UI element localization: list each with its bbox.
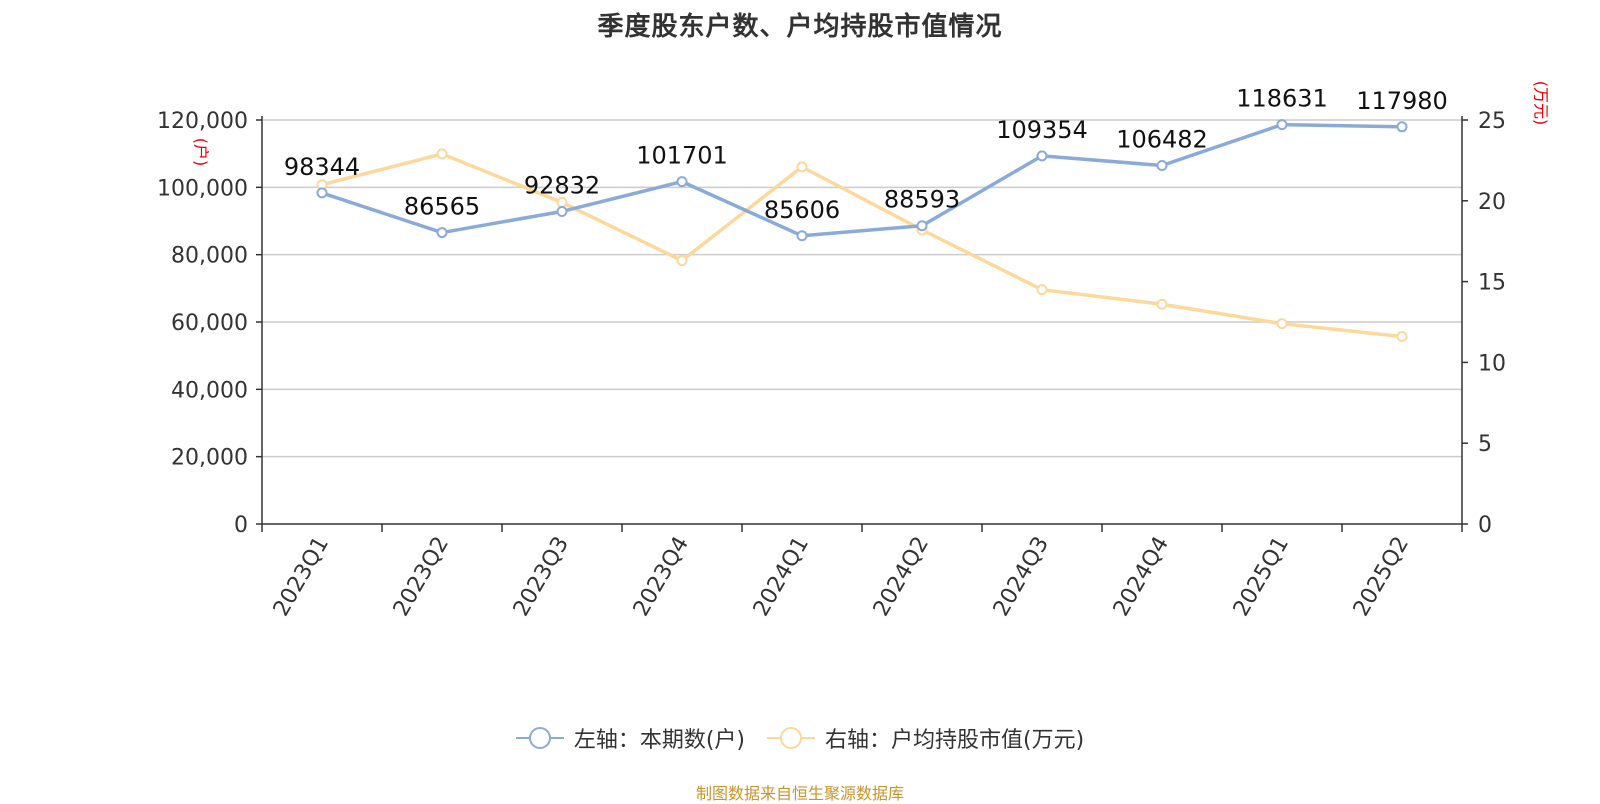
right-axis-tick-label: 5 [1478,432,1492,457]
data-point-holders [1036,150,1048,162]
data-point-holders [1396,121,1408,133]
data-point-avg-value [1036,284,1048,296]
x-axis-tick-label: 2025Q1 [1229,533,1294,621]
legend-holders-label: 左轴：本期数(户) [573,728,745,753]
x-axis-tick-label: 2024Q1 [749,533,814,621]
data-source-note: 制图数据来自恒生聚源数据库 [695,784,904,803]
data-point-holders [1156,160,1168,172]
data-point-avg-value [676,255,688,267]
data-point-holders [796,230,808,242]
series-line-avg-value [321,152,1403,339]
data-label-holders: 118631 [1236,85,1328,113]
legend-avg-value-icon [767,727,815,749]
left-axis-tick-label: 120,000 [157,109,248,134]
legend-holders-icon [515,727,564,749]
data-point-avg-value [796,161,808,173]
x-axis-tick-label: 2025Q2 [1349,533,1414,621]
data-point-holders [316,187,328,199]
data-label-holders: 86565 [404,193,480,221]
data-point-holders [556,205,568,217]
data-point-avg-value [436,148,448,160]
data-label-holders: 117980 [1356,87,1448,115]
legend-item-avg-value[interactable]: 右轴：户均持股市值(万元) [767,722,1084,754]
legend-avg-value-label: 右轴：户均持股市值(万元) [825,728,1085,753]
left-axis-tick-label: 80,000 [171,244,248,269]
data-point-holders [676,176,688,188]
data-label-holders: 101701 [636,142,728,170]
data-label-holders: 109354 [996,116,1088,144]
data-point-avg-value [1396,331,1408,343]
x-axis-tick-label: 2024Q2 [869,533,934,621]
x-axis-tick-label: 2024Q3 [989,533,1054,621]
data-point-avg-value [1276,318,1288,330]
x-axis-tick-label: 2023Q3 [509,533,574,621]
data-point-holders [436,227,448,239]
data-label-holders: 85606 [764,196,840,224]
x-axis-tick-label: 2023Q1 [269,533,334,621]
data-label-holders: 106482 [1116,126,1208,154]
series-line-holders [321,122,1403,238]
data-point-holders [916,220,928,232]
data-label-holders: 98344 [284,153,360,181]
data-label-holders: 92832 [524,171,600,199]
x-axis-tick-label: 2024Q4 [1109,533,1174,621]
x-axis-tick-label: 2023Q2 [389,533,454,621]
data-label-holders: 88593 [884,186,960,214]
left-axis-tick-label: 20,000 [171,446,248,471]
chart-legend: 左轴：本期数(户) 右轴：户均持股市值(万元) [0,722,1600,754]
left-axis-unit-label: (户) [192,138,211,167]
chart-title: 季度股东户数、户均持股市值情况 [597,12,1003,42]
right-axis-tick-label: 25 [1478,109,1506,134]
data-point-avg-value [1156,298,1168,310]
data-point-holders [1276,119,1288,131]
left-axis-tick-label: 0 [234,513,248,538]
x-axis-tick-label: 2023Q4 [629,533,694,621]
left-axis-tick-label: 60,000 [171,311,248,336]
left-axis-tick-label: 40,000 [171,378,248,403]
right-axis-tick-label: 20 [1478,190,1506,215]
right-axis-unit-label: (万元) [1532,81,1551,126]
legend-item-holders[interactable]: 左轴：本期数(户) [515,722,745,754]
right-axis-tick-label: 10 [1478,351,1506,376]
right-axis-tick-label: 15 [1478,271,1506,296]
right-axis-tick-label: 0 [1478,513,1492,538]
left-axis-tick-label: 100,000 [157,176,248,201]
